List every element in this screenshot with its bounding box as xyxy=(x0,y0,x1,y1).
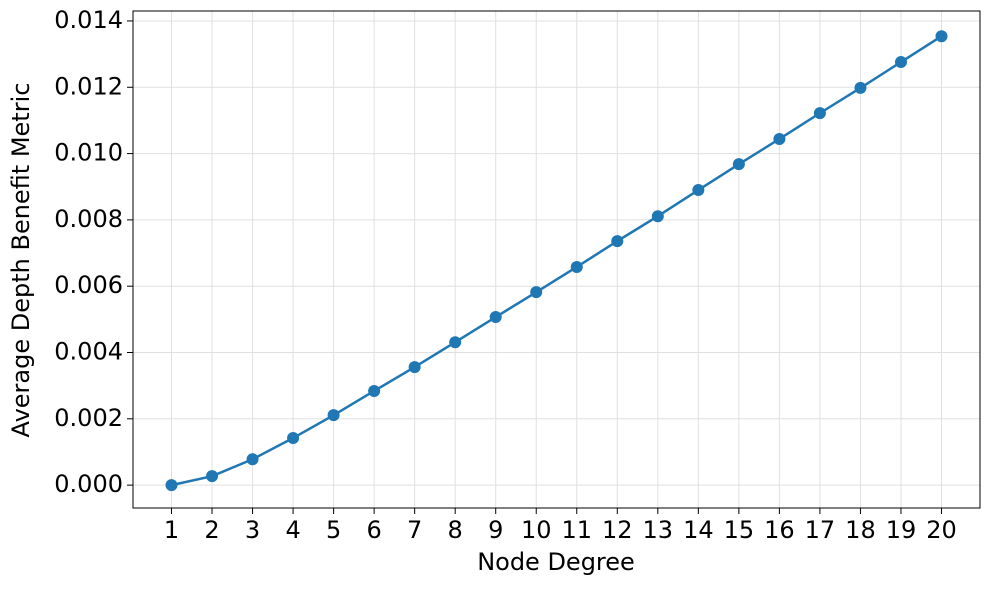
x-tick-label: 8 xyxy=(448,516,463,544)
x-tick-label: 12 xyxy=(602,516,633,544)
x-tick-label: 3 xyxy=(245,516,260,544)
data-point xyxy=(854,81,867,94)
x-tick-label: 9 xyxy=(488,516,503,544)
data-point xyxy=(327,409,340,422)
data-point xyxy=(530,286,543,299)
x-tick-label: 13 xyxy=(643,516,674,544)
data-point xyxy=(732,158,745,171)
x-tick-label: 2 xyxy=(204,516,219,544)
y-tick-label: 0.000 xyxy=(54,470,123,498)
data-point xyxy=(935,30,948,43)
series-line xyxy=(171,35,943,487)
data-point xyxy=(894,56,907,69)
data-point xyxy=(570,260,583,273)
x-tick-label: 7 xyxy=(407,516,422,544)
x-tick-label: 5 xyxy=(326,516,341,544)
x-tick-label: 11 xyxy=(561,516,592,544)
data-point xyxy=(611,235,624,248)
y-tick-label: 0.002 xyxy=(54,404,123,432)
data-point xyxy=(165,479,178,492)
x-tick-label: 18 xyxy=(845,516,876,544)
y-tick-label: 0.010 xyxy=(54,139,123,167)
x-tick-label: 16 xyxy=(764,516,795,544)
data-point xyxy=(246,453,259,466)
x-tick-label: 4 xyxy=(285,516,300,544)
x-tick-label: 1 xyxy=(164,516,179,544)
y-tick-label: 0.004 xyxy=(54,338,123,366)
data-point xyxy=(368,384,381,397)
data-point xyxy=(489,311,502,324)
plot-frame xyxy=(132,10,981,509)
x-tick-label: 17 xyxy=(805,516,836,544)
data-point xyxy=(408,361,421,374)
x-tick-label: 20 xyxy=(926,516,957,544)
x-axis-label: Node Degree xyxy=(477,548,635,576)
data-point xyxy=(773,132,786,145)
y-tick-label: 0.012 xyxy=(54,72,123,100)
data-point xyxy=(692,184,705,197)
data-point xyxy=(287,432,300,445)
x-tick-label: 6 xyxy=(366,516,381,544)
y-tick-label: 0.006 xyxy=(54,271,123,299)
y-tick-label: 0.008 xyxy=(54,205,123,233)
data-point xyxy=(206,470,219,483)
data-point xyxy=(449,336,462,349)
x-tick-label: 14 xyxy=(683,516,714,544)
data-point xyxy=(813,107,826,120)
x-tick-label: 10 xyxy=(521,516,552,544)
x-tick-label: 19 xyxy=(886,516,917,544)
data-point xyxy=(651,210,664,223)
y-tick-label: 0.014 xyxy=(54,6,123,34)
x-tick-label: 15 xyxy=(724,516,755,544)
y-axis-label: Average Depth Benefit Metric xyxy=(7,83,35,438)
